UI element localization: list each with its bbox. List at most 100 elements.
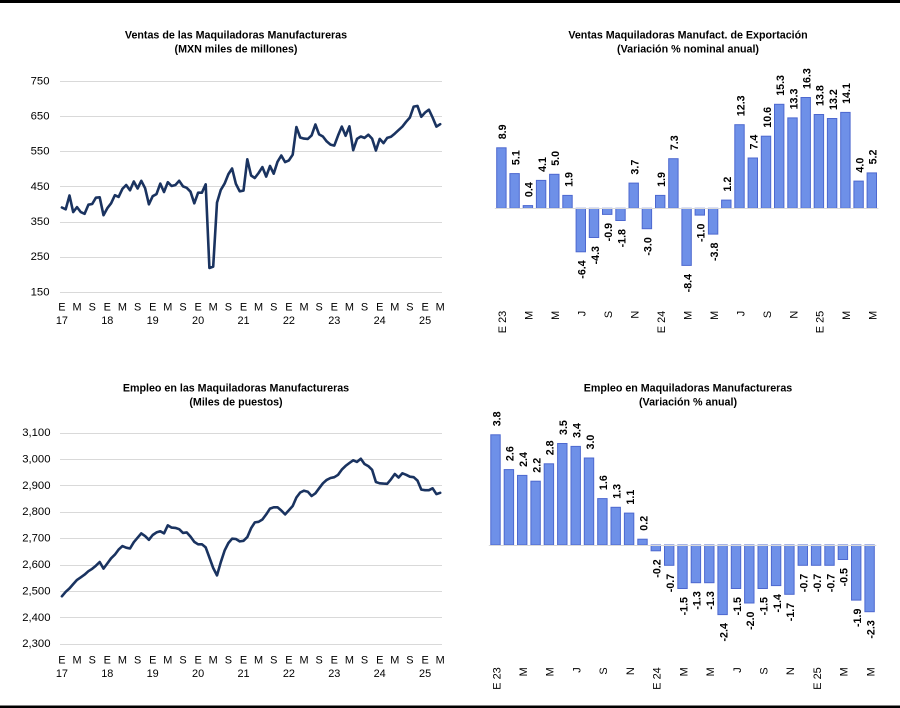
- svg-text:E: E: [285, 301, 292, 313]
- svg-text:M: M: [705, 667, 717, 676]
- svg-text:17: 17: [56, 668, 68, 680]
- svg-text:-0.7: -0.7: [825, 574, 837, 592]
- svg-text:-0.7: -0.7: [812, 574, 824, 592]
- svg-text:S: S: [179, 301, 186, 313]
- svg-text:S: S: [361, 301, 368, 313]
- svg-text:-1.8: -1.8: [616, 229, 628, 247]
- svg-text:E: E: [421, 301, 428, 313]
- svg-text:E: E: [58, 655, 65, 667]
- svg-text:25: 25: [419, 668, 431, 680]
- svg-text:-2.3: -2.3: [865, 620, 877, 638]
- svg-text:-8.4: -8.4: [682, 274, 694, 292]
- svg-text:E: E: [240, 301, 247, 313]
- svg-text:E: E: [149, 301, 156, 313]
- svg-text:E 23: E 23: [497, 311, 509, 333]
- svg-text:M: M: [841, 311, 853, 320]
- svg-text:3,100: 3,100: [22, 427, 50, 439]
- svg-text:M: M: [436, 301, 445, 313]
- svg-text:(Variación % nominal anual): (Variación % nominal anual): [617, 44, 759, 56]
- svg-text:-3.8: -3.8: [709, 243, 721, 261]
- svg-text:S: S: [225, 655, 232, 667]
- svg-text:S: S: [406, 655, 413, 667]
- svg-text:3,000: 3,000: [22, 453, 50, 465]
- svg-text:-1.5: -1.5: [678, 597, 690, 615]
- svg-text:150: 150: [31, 286, 50, 298]
- svg-text:-0.9: -0.9: [603, 223, 615, 241]
- svg-text:-2.4: -2.4: [718, 623, 730, 641]
- svg-text:5.0: 5.0: [550, 151, 562, 166]
- svg-text:-3.0: -3.0: [643, 237, 655, 255]
- svg-text:E: E: [421, 655, 428, 667]
- svg-text:M: M: [390, 301, 399, 313]
- svg-text:S: S: [603, 311, 615, 318]
- svg-text:S: S: [315, 301, 322, 313]
- svg-text:M: M: [436, 655, 445, 667]
- svg-text:3.7: 3.7: [630, 160, 642, 175]
- svg-text:250: 250: [31, 251, 50, 263]
- svg-text:S: S: [270, 655, 277, 667]
- svg-text:19: 19: [147, 668, 159, 680]
- svg-text:M: M: [345, 301, 354, 313]
- svg-text:S: S: [270, 301, 277, 313]
- svg-text:750: 750: [31, 75, 50, 87]
- svg-text:22: 22: [283, 315, 295, 327]
- svg-text:(Variación % anual): (Variación % anual): [639, 397, 737, 409]
- svg-text:13.8: 13.8: [815, 85, 827, 106]
- svg-text:3.4: 3.4: [572, 423, 584, 438]
- svg-text:1.9: 1.9: [563, 172, 575, 187]
- svg-text:S: S: [361, 655, 368, 667]
- svg-text:E: E: [376, 655, 383, 667]
- svg-text:M: M: [345, 655, 354, 667]
- svg-text:14.1: 14.1: [841, 83, 853, 104]
- svg-text:22: 22: [283, 668, 295, 680]
- svg-text:M: M: [709, 311, 721, 320]
- svg-text:E: E: [58, 301, 65, 313]
- svg-text:12.3: 12.3: [735, 95, 747, 116]
- svg-text:M: M: [163, 301, 172, 313]
- svg-text:E: E: [194, 301, 201, 313]
- svg-text:1.9: 1.9: [656, 172, 668, 187]
- svg-text:18: 18: [101, 668, 113, 680]
- svg-text:Empleo en Maquiladoras Manufac: Empleo en Maquiladoras Manufactureras: [584, 383, 793, 395]
- svg-text:350: 350: [31, 216, 50, 228]
- svg-text:E: E: [149, 655, 156, 667]
- svg-text:N: N: [630, 311, 642, 319]
- svg-text:E: E: [240, 655, 247, 667]
- svg-text:5.1: 5.1: [510, 150, 522, 165]
- svg-text:2,400: 2,400: [22, 612, 50, 624]
- svg-text:2,300: 2,300: [22, 638, 50, 650]
- svg-text:7.3: 7.3: [669, 135, 681, 150]
- svg-text:Ventas de las Maquiladoras Man: Ventas de las Maquiladoras Manufacturera…: [125, 30, 347, 42]
- svg-text:-1.9: -1.9: [852, 609, 864, 627]
- svg-text:M: M: [682, 311, 694, 320]
- svg-text:1.1: 1.1: [625, 490, 637, 505]
- svg-text:E 25: E 25: [812, 667, 824, 689]
- svg-text:-1.5: -1.5: [732, 597, 744, 615]
- svg-text:M: M: [868, 311, 880, 320]
- svg-text:25: 25: [419, 315, 431, 327]
- svg-text:S: S: [179, 655, 186, 667]
- svg-text:8.9: 8.9: [497, 124, 509, 139]
- svg-text:S: S: [759, 667, 771, 674]
- svg-text:N: N: [625, 667, 637, 675]
- svg-text:24: 24: [374, 315, 386, 327]
- svg-text:S: S: [225, 301, 232, 313]
- svg-text:4.0: 4.0: [854, 158, 866, 173]
- svg-text:-4.3: -4.3: [590, 246, 602, 264]
- svg-text:650: 650: [31, 111, 50, 123]
- svg-text:-0.7: -0.7: [665, 574, 677, 592]
- svg-text:24: 24: [374, 668, 386, 680]
- svg-text:10.6: 10.6: [762, 107, 774, 128]
- svg-text:23: 23: [328, 668, 340, 680]
- svg-text:1.2: 1.2: [722, 177, 734, 192]
- svg-text:-1.0: -1.0: [696, 224, 708, 242]
- svg-text:S: S: [89, 301, 96, 313]
- svg-text:M: M: [209, 301, 218, 313]
- svg-text:-1.4: -1.4: [772, 594, 784, 612]
- svg-text:M: M: [72, 301, 81, 313]
- svg-text:1.6: 1.6: [598, 475, 610, 490]
- svg-text:E: E: [104, 655, 111, 667]
- svg-text:0.2: 0.2: [638, 516, 650, 531]
- svg-text:M: M: [678, 667, 690, 676]
- svg-text:2,800: 2,800: [22, 506, 50, 518]
